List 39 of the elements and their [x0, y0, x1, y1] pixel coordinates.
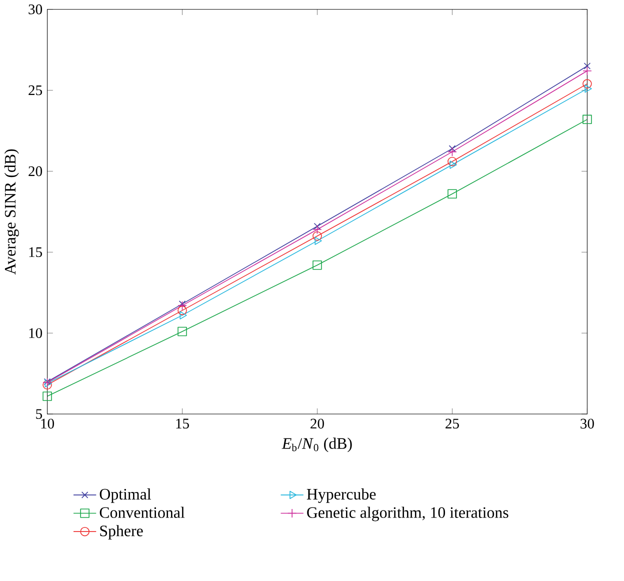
point — [584, 84, 592, 93]
point — [450, 160, 457, 169]
point — [314, 222, 321, 230]
point — [42, 392, 52, 401]
legend-label: Conventional — [100, 506, 185, 518]
y-tick-label: 10 — [29, 328, 42, 338]
point — [312, 260, 322, 270]
legend-label: Optimal — [100, 488, 152, 503]
point — [178, 300, 186, 308]
point — [448, 147, 457, 156]
y-tick-label: 25 — [28, 85, 42, 96]
y-tick-label: 5 — [36, 409, 42, 419]
point — [448, 156, 457, 166]
legend-label: Genetic algorithm, 10 iterations — [307, 506, 508, 522]
point — [180, 311, 187, 320]
x-tick-label: 25 — [446, 418, 459, 428]
point — [178, 300, 187, 310]
point — [314, 236, 322, 245]
legend-label: Hypercube — [306, 488, 376, 503]
legend-label: Sphere — [100, 525, 143, 540]
point — [178, 326, 187, 336]
y-tick-label: 30 — [28, 4, 42, 14]
point — [584, 62, 591, 70]
point — [448, 189, 457, 198]
point — [582, 114, 592, 124]
point — [312, 224, 322, 234]
y-axis-title: Average SINR (dB) — [4, 149, 19, 275]
x-tick-label: 10 — [41, 418, 54, 429]
point — [312, 231, 322, 241]
x-tick-label: 15 — [176, 418, 189, 428]
y-tick-label: 20 — [28, 166, 42, 176]
point — [448, 145, 456, 152]
x-tick-label: 30 — [580, 418, 594, 429]
x-axis-title: E$_{b}$/N$_{0}$ (dB) — [282, 438, 352, 452]
point — [582, 66, 592, 76]
y-tick-label: 15 — [29, 247, 42, 258]
point — [582, 79, 592, 88]
x-tick-label: 20 — [310, 418, 324, 429]
point — [178, 306, 187, 316]
